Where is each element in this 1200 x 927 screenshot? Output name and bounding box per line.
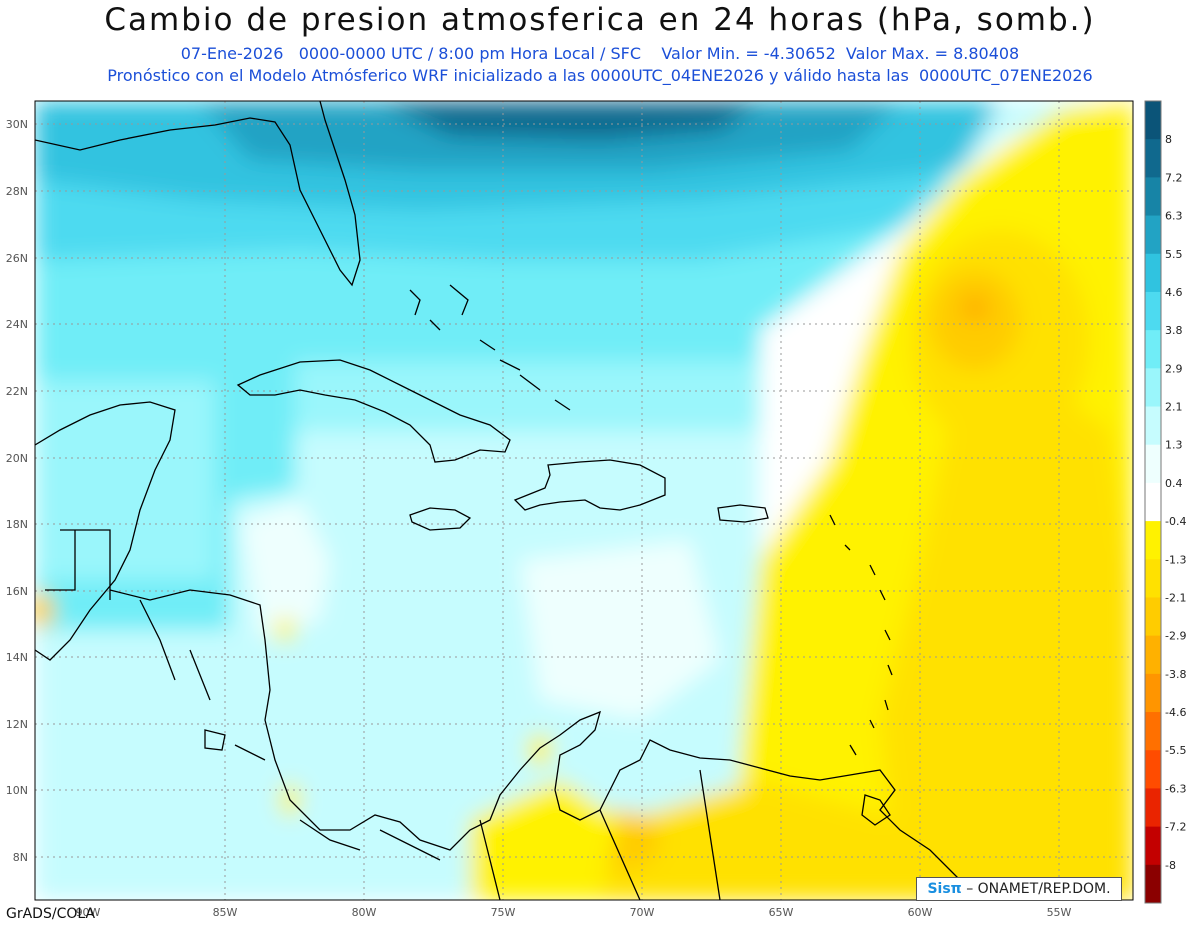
map-title: Cambio de presion atmosferica en 24 hora… (104, 2, 1096, 38)
longitude-labels: 90W 85W 80W 75W 70W 65W 60W 55W (76, 906, 1072, 919)
colorbar-swatch (1145, 177, 1161, 217)
colorbar-label: 0.4 (1165, 477, 1183, 490)
lon-label: 80W (352, 906, 377, 919)
colorbar-label: 2.9 (1165, 362, 1183, 375)
colorbar-swatch (1145, 291, 1161, 331)
colorbar-swatch (1145, 368, 1161, 408)
colorbar-label: -6.3 (1165, 782, 1186, 795)
colorbar-swatch (1145, 444, 1161, 484)
lon-label: 55W (1047, 906, 1072, 919)
colorbar-swatch (1145, 826, 1161, 866)
lat-lon-grid (35, 101, 1133, 900)
colorbar-label: -2.1 (1165, 591, 1186, 604)
colorbar-swatch (1145, 521, 1161, 560)
colorbar-label: -4.6 (1165, 706, 1186, 719)
colorbar-label: 5.5 (1165, 248, 1183, 261)
colorbar-swatch (1145, 253, 1161, 293)
puerto-rico-coast (717, 504, 769, 523)
latitude-labels: 30N 28N 26N 24N 22N 20N 18N 16N 14N 12N … (6, 118, 28, 864)
lat-label: 16N (6, 585, 28, 598)
lon-label: 85W (213, 906, 238, 919)
colorbar-swatch (1145, 597, 1161, 637)
colorbar-swatch (1145, 406, 1161, 446)
lat-label: 30N (6, 118, 28, 131)
colorbar-label: -3.8 (1165, 668, 1186, 681)
colorbar-swatch (1145, 712, 1161, 751)
colorbar-label: -5.5 (1165, 744, 1186, 757)
colorbar-label: -2.9 (1165, 630, 1186, 643)
colorbar: 8 7.2 6.3 5.5 4.6 3.8 2.9 2.1 1.3 0.4 -0.4 -1.3 -2.1… (1144, 100, 1186, 904)
lat-label: 10N (6, 784, 28, 797)
colorbar-swatch (1145, 750, 1161, 789)
colorbar-label: -8 (1165, 859, 1176, 872)
lat-label: 20N (6, 452, 28, 465)
colorbar-swatch (1145, 215, 1161, 255)
lat-label: 14N (6, 651, 28, 664)
nicaragua-lake (204, 729, 226, 751)
country-borders (45, 529, 721, 900)
lat-label: 8N (13, 851, 28, 864)
colorbar-swatch (1145, 101, 1161, 140)
lat-label: 12N (6, 718, 28, 731)
hispaniola-coast (513, 459, 666, 511)
lat-label: 18N (6, 518, 28, 531)
shaded-field (35, 101, 1133, 900)
us-gulf-coast (35, 101, 361, 287)
colorbar-frame (1144, 100, 1162, 904)
colorbar-swatch (1145, 559, 1161, 598)
credit-box: Sisπ – ONAMET/REP.DOM. (916, 877, 1122, 901)
plot-frame (34, 100, 1134, 901)
colorbar-label: 2.1 (1165, 401, 1183, 414)
lon-label: 75W (491, 906, 516, 919)
colorbar-swatch (1145, 635, 1161, 675)
lon-label: 90W (76, 906, 101, 919)
lon-label: 70W (630, 906, 655, 919)
coastlines (35, 101, 981, 900)
colorbar-swatch (1145, 482, 1161, 522)
grads-label: GrADS/COLA (6, 906, 96, 922)
colorbar-swatch (1145, 864, 1161, 904)
sispi-logo-text: Sisπ (927, 881, 962, 897)
colorbar-label: -0.4 (1165, 515, 1186, 528)
colorbar-label: -7.2 (1165, 821, 1186, 834)
colorbar-label: 4.6 (1165, 286, 1183, 299)
credit-text: – ONAMET/REP.DOM. (961, 881, 1111, 897)
panama-coast (299, 819, 441, 861)
jamaica-coast (409, 507, 472, 531)
colorbar-swatch (1145, 330, 1161, 369)
colorbar-label: 7.2 (1165, 171, 1183, 184)
cuba-coast (236, 359, 511, 463)
trinidad-coast (861, 794, 891, 826)
colorbar-swatch (1145, 788, 1161, 828)
lat-label: 24N (6, 318, 28, 331)
lon-label: 60W (908, 906, 933, 919)
map-subtitle-model-info: Pronóstico con el Modelo Atmósferico WRF… (107, 66, 1093, 85)
colorbar-label: 6.3 (1165, 210, 1183, 223)
colorbar-label: 8 (1165, 133, 1172, 146)
bahamas-islands (409, 284, 571, 411)
colorbar-label: 3.8 (1165, 324, 1183, 337)
lat-label: 26N (6, 252, 28, 265)
yucatan-central-america (35, 401, 981, 900)
colorbar-swatch (1145, 673, 1161, 713)
map-subtitle-valid-time: 07-Ene-2026 0000-0000 UTC / 8:00 pm Hora… (180, 44, 1020, 63)
lesser-antilles (829, 514, 893, 756)
colorbar-swatch (1145, 139, 1161, 178)
colorbar-label: 1.3 (1165, 439, 1183, 452)
colorbar-label: -1.3 (1165, 553, 1186, 566)
lat-label: 22N (6, 385, 28, 398)
lon-label: 65W (769, 906, 794, 919)
lat-label: 28N (6, 185, 28, 198)
